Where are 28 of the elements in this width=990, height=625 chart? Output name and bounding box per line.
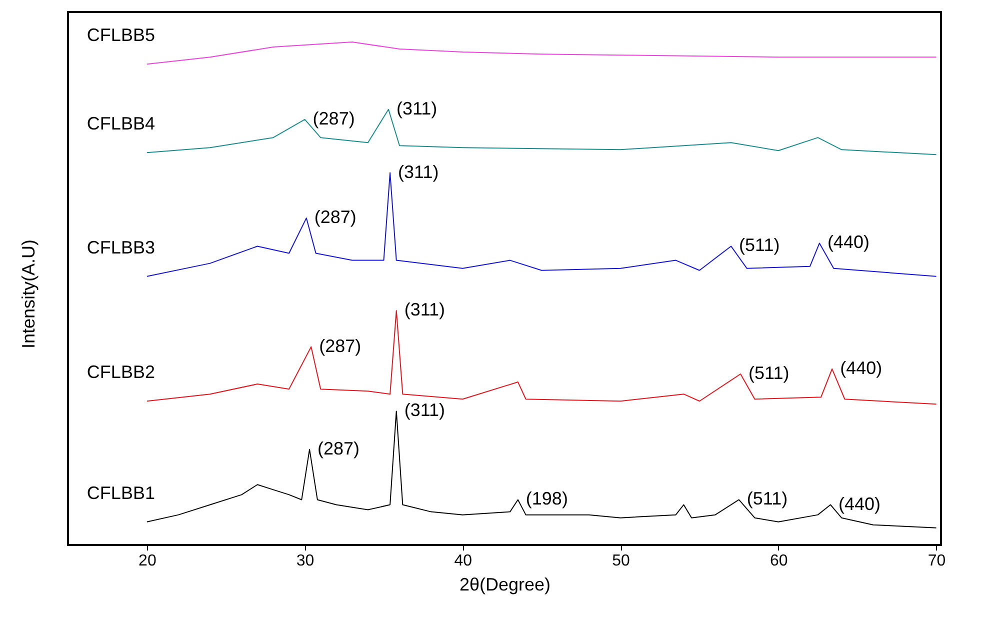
annotation: (511): [739, 235, 780, 256]
series-label: CFLBB2: [86, 362, 155, 382]
y-axis-title: Intensity(A.U): [18, 239, 38, 349]
x-tick-label: 70: [928, 552, 946, 570]
series-label: CFLBB3: [86, 237, 155, 258]
x-axis-title: 2θ(Degree): [459, 574, 551, 594]
annotation: (287): [314, 207, 356, 228]
annotation: (511): [746, 488, 788, 509]
x-tick-label: 40: [454, 552, 472, 570]
annotation: (287): [312, 108, 355, 128]
x-tick-label: 50: [612, 552, 630, 570]
series-label: CFLBB5: [86, 25, 155, 46]
x-tick-label: 20: [138, 552, 156, 570]
series-label: CFLBB1: [86, 482, 155, 503]
x-tick-label: 30: [296, 552, 314, 570]
annotation: (440): [840, 358, 882, 378]
annotation: (287): [319, 336, 362, 356]
annotation: (440): [827, 232, 870, 252]
annotation: (287): [318, 438, 360, 458]
annotation: (511): [748, 362, 790, 383]
annotation: (440): [838, 494, 881, 514]
annotation: (311): [404, 300, 446, 320]
annotation: (311): [398, 162, 439, 182]
x-tick-label: 60: [770, 552, 788, 570]
annotation: (311): [404, 400, 446, 420]
series-label: CFLBB4: [86, 114, 155, 134]
annotation: (311): [396, 98, 438, 118]
annotation: (198): [526, 488, 568, 509]
